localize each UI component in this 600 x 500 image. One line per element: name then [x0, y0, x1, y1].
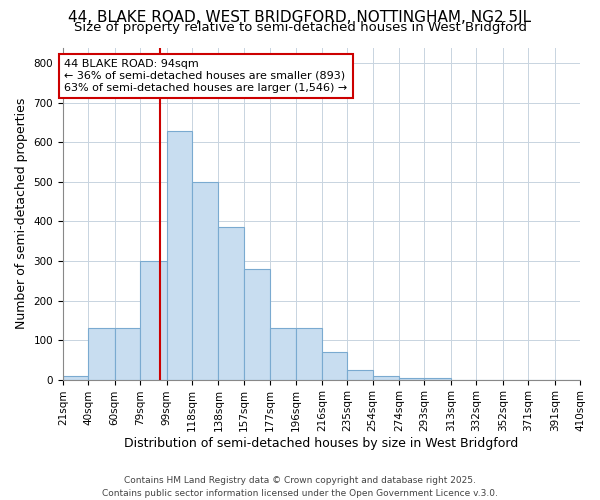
Text: 44, BLAKE ROAD, WEST BRIDGFORD, NOTTINGHAM, NG2 5JL: 44, BLAKE ROAD, WEST BRIDGFORD, NOTTINGH… [68, 10, 532, 25]
Text: 44 BLAKE ROAD: 94sqm
← 36% of semi-detached houses are smaller (893)
63% of semi: 44 BLAKE ROAD: 94sqm ← 36% of semi-detac… [64, 60, 347, 92]
Bar [270, 328, 296, 380]
Bar [88, 328, 115, 380]
Bar [167, 130, 192, 380]
Bar [192, 182, 218, 380]
Bar [373, 376, 399, 380]
Bar [424, 378, 451, 380]
Text: Size of property relative to semi-detached houses in West Bridgford: Size of property relative to semi-detach… [74, 21, 527, 34]
Bar [296, 328, 322, 380]
Bar [140, 261, 167, 380]
Bar [115, 328, 140, 380]
Bar [347, 370, 373, 380]
Bar [218, 228, 244, 380]
Y-axis label: Number of semi-detached properties: Number of semi-detached properties [15, 98, 28, 329]
Bar [63, 376, 88, 380]
Bar [399, 378, 424, 380]
Bar [322, 352, 347, 380]
Bar [244, 269, 270, 380]
Text: Contains HM Land Registry data © Crown copyright and database right 2025.
Contai: Contains HM Land Registry data © Crown c… [102, 476, 498, 498]
X-axis label: Distribution of semi-detached houses by size in West Bridgford: Distribution of semi-detached houses by … [124, 437, 518, 450]
